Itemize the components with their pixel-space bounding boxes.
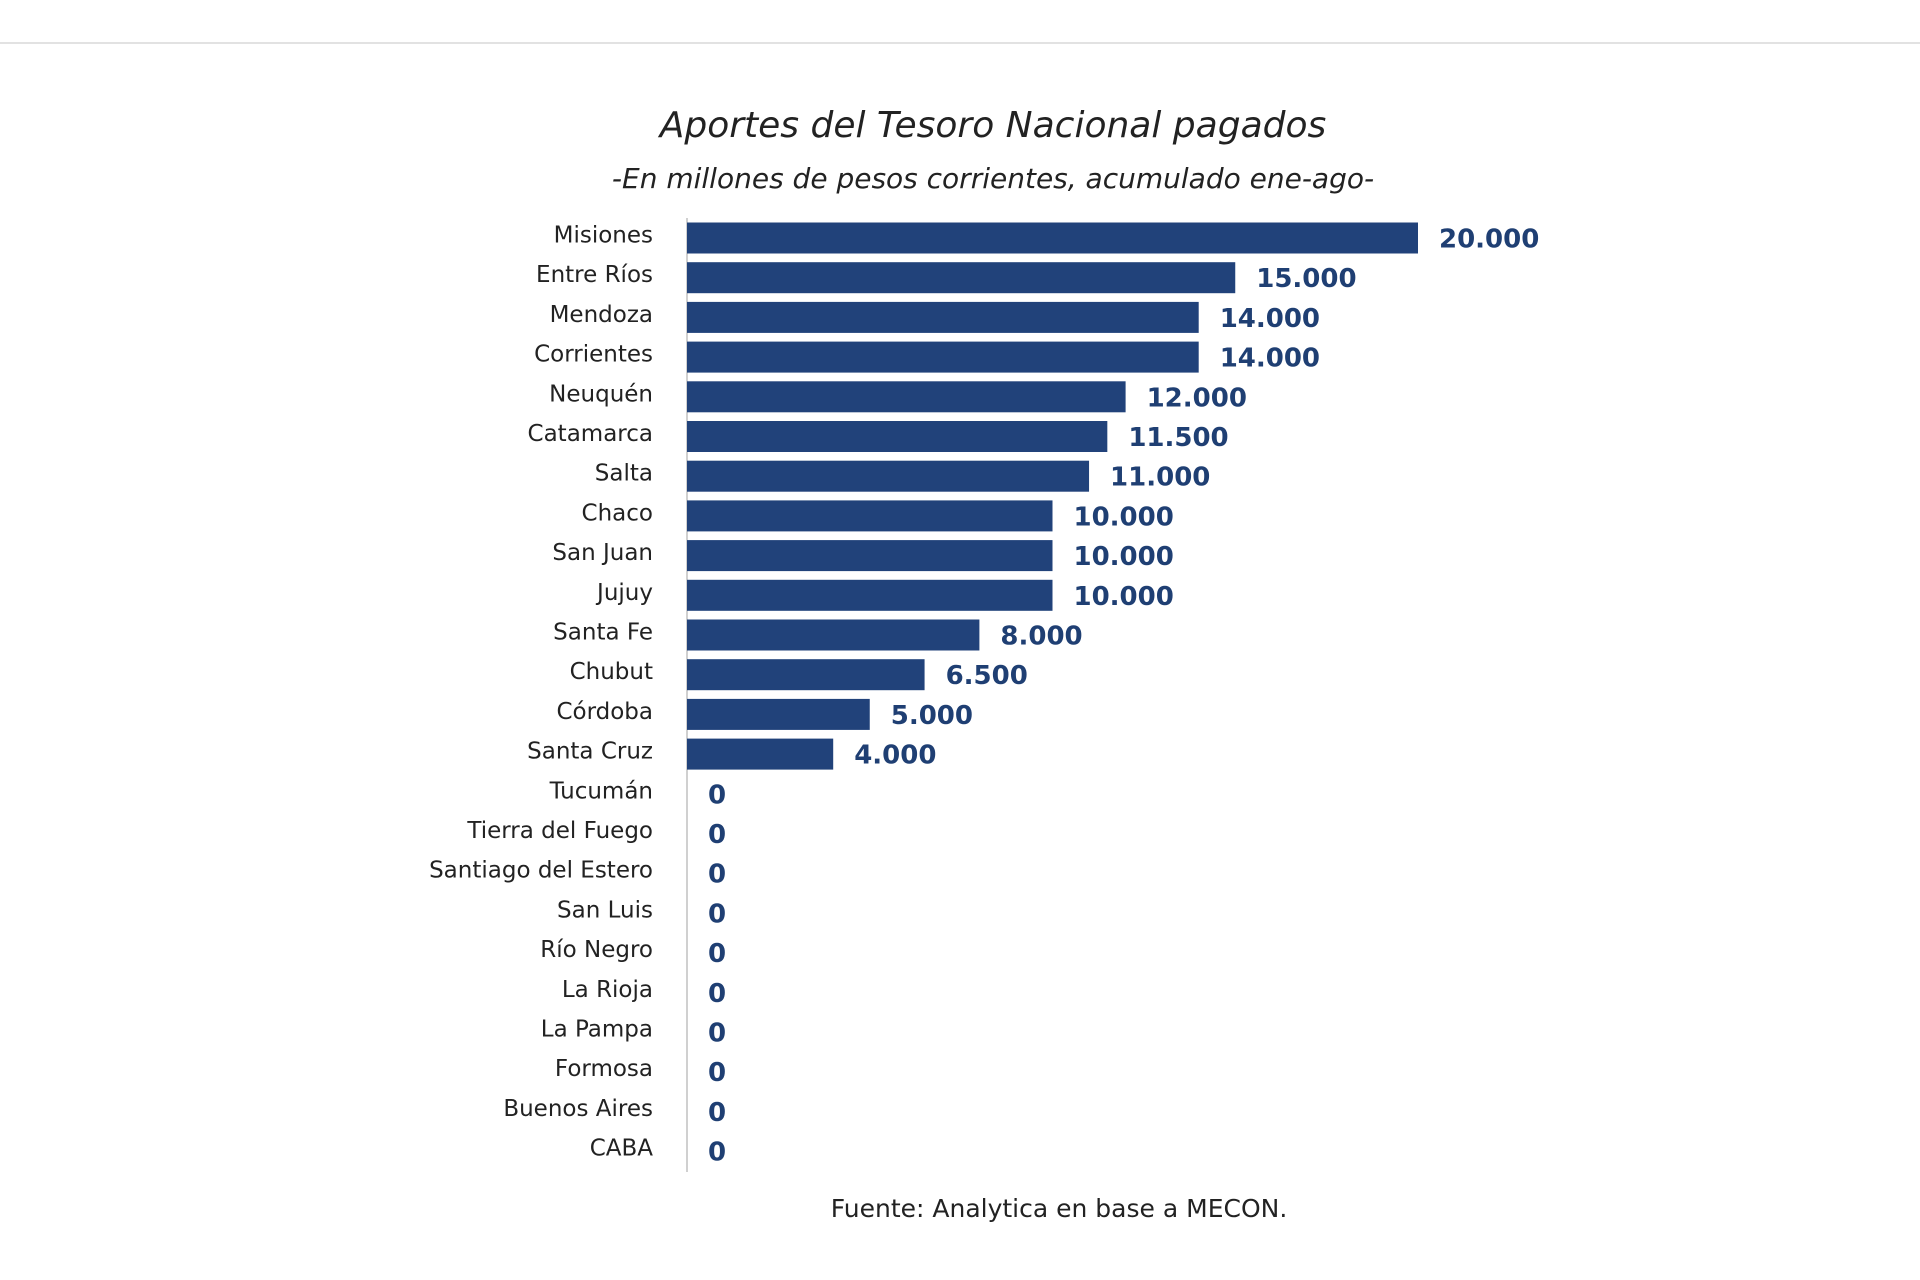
bar (687, 341, 1199, 373)
value-label: 0 (708, 979, 726, 1009)
category-label: San Luis (557, 897, 653, 923)
category-label: Santiago del Estero (429, 858, 653, 884)
value-label: 5.000 (891, 701, 973, 731)
bar (687, 698, 870, 730)
bar (687, 460, 1090, 492)
value-label: 14.000 (1220, 304, 1320, 334)
category-label: Tucumán (549, 778, 653, 804)
value-label: 10.000 (1074, 502, 1174, 532)
category-label: Catamarca (528, 421, 653, 447)
category-label: Formosa (555, 1056, 653, 1082)
chart-subtitle: -En millones de pesos corrientes, acumul… (612, 162, 1374, 195)
value-label: 0 (708, 1098, 726, 1128)
category-label: Córdoba (556, 699, 653, 725)
value-label: 0 (708, 1058, 726, 1088)
value-label: 0 (708, 1138, 726, 1168)
value-label: 14.000 (1220, 344, 1320, 374)
category-label: Chubut (570, 659, 653, 685)
category-label: San Juan (552, 540, 653, 566)
category-label: Corrientes (534, 342, 653, 368)
bar (687, 262, 1236, 294)
value-label: 12.000 (1147, 383, 1247, 413)
category-label: Río Negro (540, 937, 653, 963)
value-label: 11.000 (1110, 463, 1210, 493)
value-label: 0 (708, 780, 726, 810)
header-bar (0, 0, 1920, 43)
category-label: La Pampa (541, 1017, 653, 1043)
bar (687, 659, 925, 691)
value-label: 6.500 (946, 661, 1028, 691)
category-label: Buenos Aires (503, 1096, 653, 1122)
bar (687, 579, 1053, 611)
bar (687, 301, 1199, 333)
bar (687, 381, 1126, 413)
value-label: 0 (708, 820, 726, 850)
chart-title: Aportes del Tesoro Nacional pagados (658, 105, 1327, 146)
value-label: 0 (708, 1019, 726, 1049)
bar (687, 619, 980, 651)
value-label: 15.000 (1256, 264, 1356, 294)
category-label: Chaco (582, 500, 653, 526)
category-label: Entre Ríos (536, 262, 653, 288)
bar (687, 222, 1418, 254)
category-label: Santa Fe (553, 620, 653, 646)
value-label: 11.500 (1128, 423, 1228, 453)
category-label: Misiones (554, 223, 653, 249)
bar (687, 540, 1053, 572)
value-label: 0 (708, 939, 726, 969)
category-label: Neuquén (549, 381, 653, 407)
value-label: 0 (708, 899, 726, 929)
value-label: 20.000 (1439, 225, 1539, 255)
category-label: Tierra del Fuego (466, 818, 653, 844)
bar (687, 500, 1053, 532)
value-label: 10.000 (1074, 582, 1174, 612)
bar (687, 421, 1108, 452)
category-label: La Rioja (562, 977, 653, 1003)
bar (687, 738, 834, 770)
category-label: Jujuy (595, 580, 653, 606)
value-label: 8.000 (1000, 622, 1082, 652)
source-note: Fuente: Analytica en base a MECON. (831, 1194, 1288, 1223)
category-label: CABA (590, 1136, 654, 1162)
category-label: Santa Cruz (527, 739, 653, 765)
value-label: 4.000 (854, 741, 936, 771)
category-label: Salta (595, 461, 653, 487)
value-label: 10.000 (1074, 542, 1174, 572)
value-label: 0 (708, 860, 726, 890)
category-label: Mendoza (550, 302, 653, 328)
